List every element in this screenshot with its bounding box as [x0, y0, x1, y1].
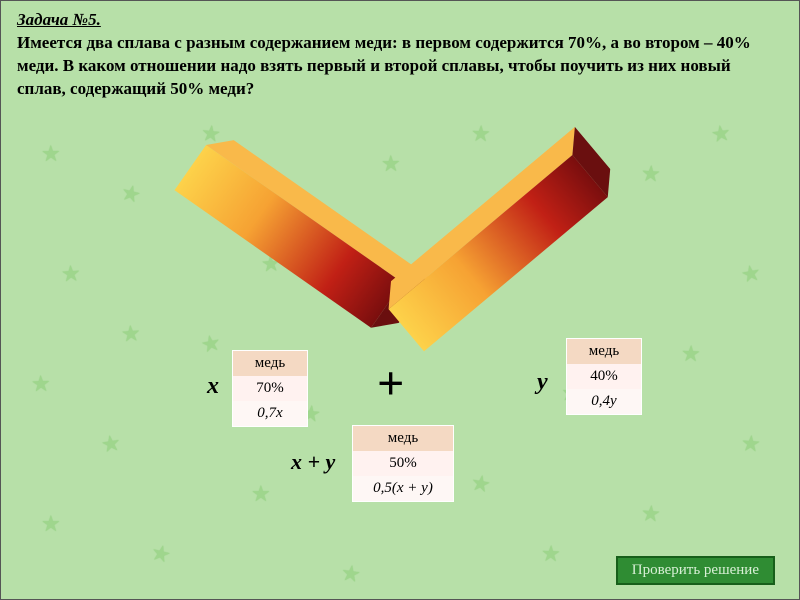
card-right: медь 40% 0,4y	[567, 339, 641, 414]
card-left-header: медь	[233, 351, 307, 376]
label-sum: x + y	[291, 449, 335, 475]
copper-bar-right	[376, 127, 627, 355]
card-left: медь 70% 0,7x	[233, 351, 307, 426]
check-solution-button[interactable]: Проверить решение	[616, 556, 775, 585]
card-middle: медь 50% 0,5(x + y)	[353, 426, 453, 501]
card-middle-row1: 50%	[353, 451, 453, 476]
plus-icon: +	[377, 356, 404, 411]
diagram: + x y x + y медь 70% 0,7x медь 40% 0,4y …	[1, 1, 799, 599]
card-right-header: медь	[567, 339, 641, 364]
card-right-row1: 40%	[567, 364, 641, 389]
label-x: x	[207, 373, 219, 400]
card-left-row2: 0,7x	[233, 401, 307, 426]
card-middle-header: медь	[353, 426, 453, 451]
card-right-row2: 0,4y	[567, 389, 641, 414]
card-left-row1: 70%	[233, 376, 307, 401]
card-middle-row2: 0,5(x + y)	[353, 476, 453, 501]
label-y: y	[537, 369, 548, 396]
